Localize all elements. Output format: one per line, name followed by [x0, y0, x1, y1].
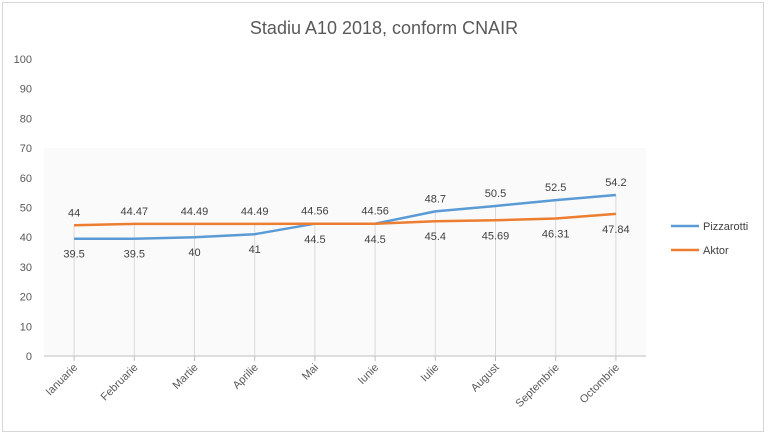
x-tick-label: Aprilie [231, 362, 261, 392]
x-tick-label: Iunie [356, 362, 381, 387]
y-tick-label: 50 [20, 203, 32, 215]
x-tick-label: Octombrie [578, 362, 622, 406]
y-tick-label: 10 [20, 321, 32, 333]
data-label: 46.31 [542, 228, 570, 240]
y-tick-label: 0 [26, 351, 32, 363]
data-label: 45.69 [482, 230, 510, 242]
data-label: 44.56 [301, 206, 329, 218]
x-tick-label: August [469, 362, 502, 395]
data-label: 52.5 [545, 182, 566, 194]
x-tick-label: Mai [300, 362, 321, 383]
y-tick-label: 70 [20, 143, 32, 155]
x-tick-label: Februarie [99, 362, 141, 404]
x-tick-label: Iulie [419, 362, 442, 385]
data-label: 54.2 [605, 177, 626, 189]
chart-title: Stadiu A10 2018, conform CNAIR [249, 18, 519, 38]
data-label: 40 [188, 247, 200, 259]
y-tick-label: 20 [20, 292, 32, 304]
data-label: 44 [68, 207, 80, 219]
data-label: 44.56 [361, 206, 389, 218]
data-label: 39.5 [63, 249, 84, 261]
y-tick-label: 30 [20, 262, 32, 274]
y-tick-label: 80 [20, 113, 32, 125]
data-label: 44.49 [241, 206, 269, 218]
data-label: 44.47 [121, 206, 149, 218]
x-tick-label: Martie [171, 362, 201, 392]
data-label: 48.7 [425, 193, 446, 205]
y-tick-label: 60 [20, 173, 32, 185]
plot-area-shading [44, 148, 646, 356]
data-label: 47.84 [602, 224, 630, 236]
data-label: 50.5 [485, 188, 506, 200]
data-label: 45.4 [425, 231, 446, 243]
data-label: 44.5 [304, 234, 325, 246]
data-label: 44.5 [364, 234, 385, 246]
x-tick-label: Septembrie [514, 362, 562, 410]
series-line-aktor [74, 212, 616, 227]
legend-label-aktor: Aktor [703, 245, 729, 257]
y-tick-label: 40 [20, 232, 32, 244]
x-tick-label: Ianuarie [44, 362, 81, 399]
y-tick-label: 100 [14, 54, 32, 66]
data-label: 44.49 [181, 206, 209, 218]
y-tick-label: 90 [20, 84, 32, 96]
data-label: 39.5 [124, 249, 145, 261]
data-label: 41 [249, 244, 261, 256]
legend-label-pizzarotti: Pizzarotti [703, 221, 748, 233]
